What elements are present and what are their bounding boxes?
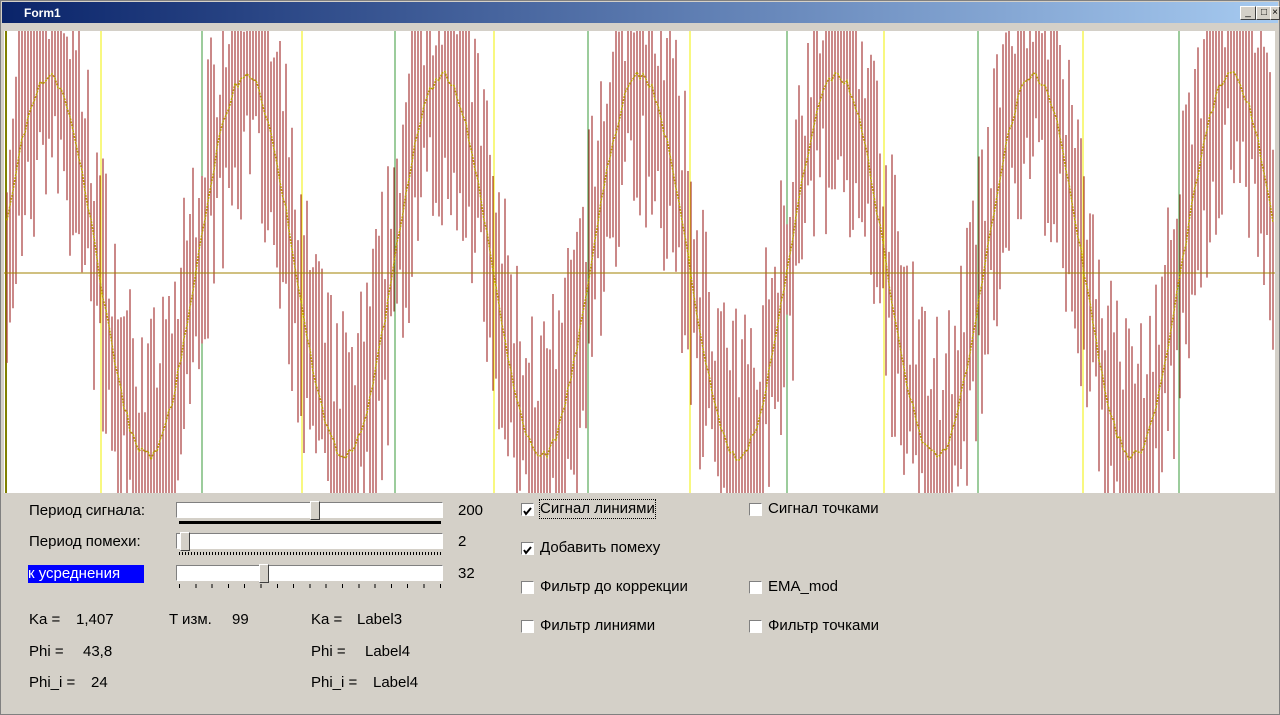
checkbox-label[interactable]: Сигнал линиями — [539, 499, 656, 519]
title-bar: Form1 _ □ × — [2, 2, 1280, 23]
readout-value: Label3 — [357, 611, 403, 628]
checkbox[interactable] — [749, 620, 762, 633]
checkbox-label[interactable]: EMA_mod — [768, 578, 839, 595]
window-title: Form1 — [24, 6, 61, 20]
slider-thumb[interactable] — [180, 532, 190, 551]
checkbox-label[interactable]: Фильтр линиями — [540, 617, 656, 634]
readout-value: 43,8 — [83, 643, 113, 660]
readout-label: Ka = — [29, 611, 61, 628]
checkbox-label[interactable]: Фильтр до коррекции — [540, 578, 688, 595]
slider-label: Период сигнала: — [29, 502, 146, 519]
readout-label: Phi_i = — [311, 674, 358, 691]
slider-value: 2 — [458, 533, 467, 550]
readout-label: T изм. — [169, 611, 212, 628]
checkbox[interactable] — [521, 503, 534, 516]
checkbox[interactable] — [749, 503, 762, 516]
slider-track[interactable] — [176, 565, 443, 581]
checkbox-label[interactable]: Добавить помеху — [540, 539, 661, 556]
readout-label: Phi = — [29, 643, 64, 660]
close-button[interactable]: × — [1270, 6, 1280, 20]
readout-value: 1,407 — [76, 611, 114, 628]
checkbox[interactable] — [749, 581, 762, 594]
check-mark — [523, 546, 532, 555]
slider-track[interactable] — [176, 502, 443, 518]
filtered-signal — [6, 70, 1274, 462]
slider-label: Период помехи: — [29, 533, 141, 550]
checkbox[interactable] — [521, 581, 534, 594]
checkbox-label[interactable]: Фильтр точками — [768, 617, 880, 634]
check-mark — [523, 507, 532, 516]
slider-track[interactable] — [176, 533, 443, 549]
slider-label: к усреднения — [28, 565, 144, 583]
checkbox-label[interactable]: Сигнал точками — [768, 500, 879, 517]
slider-value: 200 — [458, 502, 484, 519]
slider-ticks — [179, 521, 441, 524]
slider-thumb[interactable] — [259, 564, 269, 583]
minimize-button[interactable]: _ — [1240, 6, 1256, 20]
checkbox[interactable] — [521, 620, 534, 633]
signal-plot — [4, 31, 1275, 493]
slider-value: 32 — [458, 565, 475, 582]
readout-label: Phi = — [311, 643, 346, 660]
readout-value: Label4 — [373, 674, 419, 691]
readout-label: Ka = — [311, 611, 343, 628]
readout-label: Phi_i = — [29, 674, 76, 691]
readout-value: 99 — [232, 611, 249, 628]
readout-value: 24 — [91, 674, 108, 691]
slider-ticks — [179, 552, 441, 555]
checkbox[interactable] — [521, 542, 534, 555]
slider-ticks — [179, 584, 441, 588]
slider-thumb[interactable] — [310, 501, 320, 520]
readout-value: Label4 — [365, 643, 411, 660]
